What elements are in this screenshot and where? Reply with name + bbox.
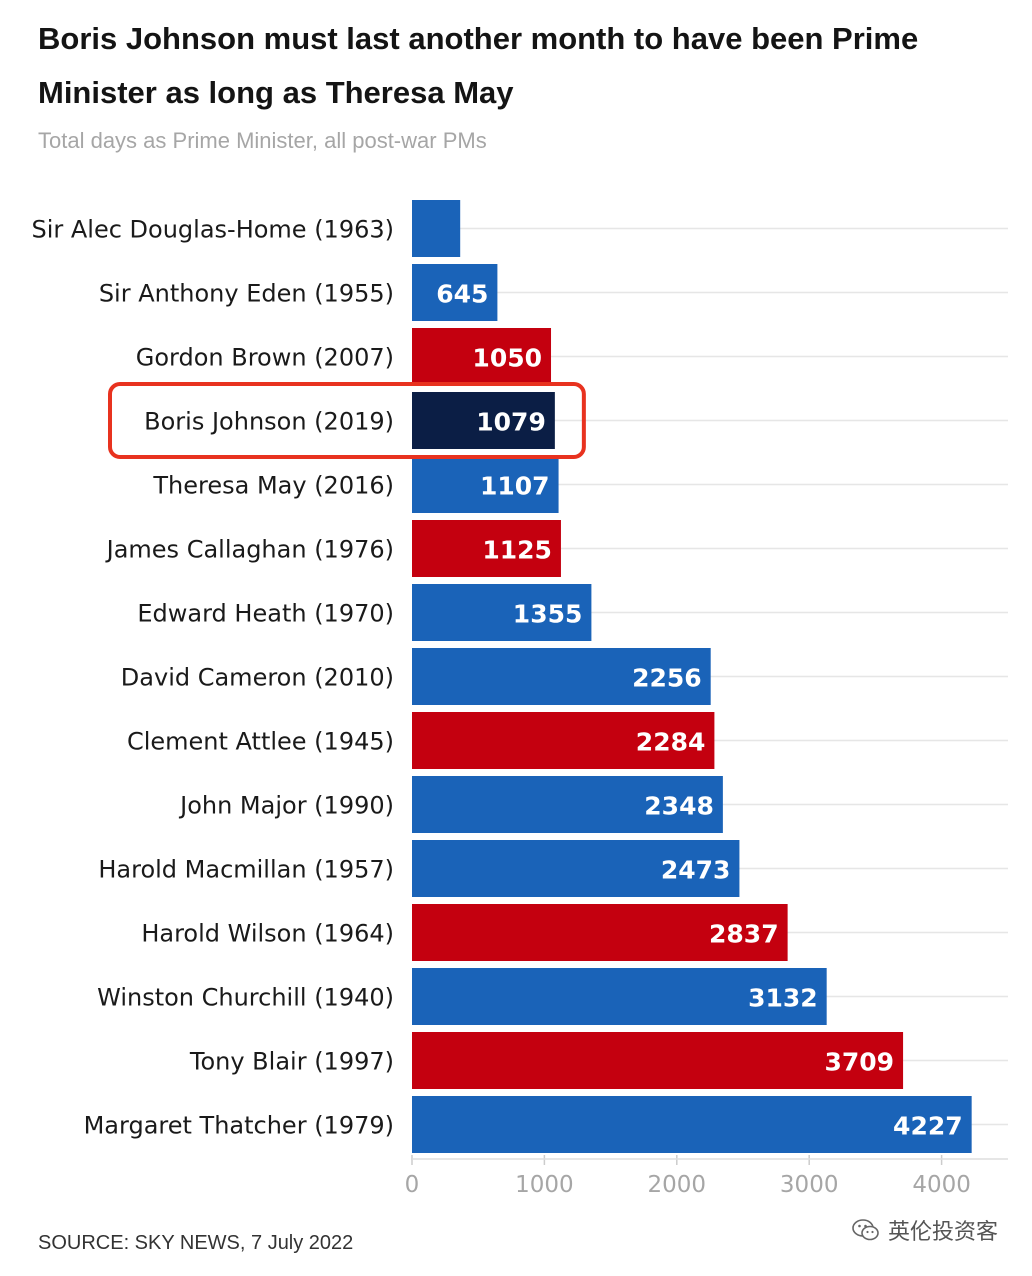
bar xyxy=(412,1032,904,1089)
bar xyxy=(412,776,723,833)
category-label: Boris Johnson (2019) xyxy=(144,408,394,436)
chart-subtitle: Total days as Prime Minister, all post-w… xyxy=(38,128,487,153)
x-tick-label: 0 xyxy=(405,1172,420,1198)
bar xyxy=(412,456,559,513)
data-label: 645 xyxy=(436,280,488,309)
category-label: Sir Alec Douglas-Home (1963) xyxy=(31,216,394,244)
category-label: Gordon Brown (2007) xyxy=(136,344,394,372)
chart-title: Boris Johnson must last another month to… xyxy=(38,21,919,110)
bar xyxy=(412,904,788,961)
data-label: 2473 xyxy=(661,856,731,885)
category-label: Tony Blair (1997) xyxy=(189,1048,394,1076)
x-tick-label: 4000 xyxy=(912,1172,971,1198)
x-tick-label: 1000 xyxy=(515,1172,574,1198)
data-label: 2837 xyxy=(709,920,779,949)
data-label: 3132 xyxy=(748,984,818,1013)
data-label: 1107 xyxy=(480,472,550,501)
category-label: Theresa May (2016) xyxy=(152,472,394,500)
category-label: Harold Wilson (1964) xyxy=(141,920,394,948)
data-label: 4227 xyxy=(893,1112,963,1141)
category-label: Margaret Thatcher (1979) xyxy=(84,1112,394,1140)
data-label: 2284 xyxy=(636,728,706,757)
category-label: John Major (1990) xyxy=(178,792,394,820)
bar xyxy=(412,968,827,1025)
bar xyxy=(412,520,561,577)
bar xyxy=(412,648,711,705)
bar xyxy=(412,840,740,897)
data-label: 1050 xyxy=(472,344,542,373)
data-label: 2348 xyxy=(644,792,714,821)
data-label: 1079 xyxy=(476,408,546,437)
data-label: 1125 xyxy=(482,536,552,565)
bar-chart-svg: 0 1000 2000 3000 4000 Sir Alec Douglas-Home (… xyxy=(31,200,1008,1198)
bar xyxy=(412,584,592,641)
category-label: Edward Heath (1970) xyxy=(137,600,394,628)
wechat-icon xyxy=(852,1219,879,1241)
bar xyxy=(412,712,715,769)
bar xyxy=(412,1096,972,1153)
bar xyxy=(412,328,552,385)
watermark: 英伦投资客 xyxy=(852,1214,998,1246)
data-label: 1355 xyxy=(513,600,583,629)
x-tick-label: 2000 xyxy=(648,1172,707,1198)
bar xyxy=(412,200,461,257)
category-label: Harold Macmillan (1957) xyxy=(98,856,394,884)
category-label: James Callaghan (1976) xyxy=(105,536,394,564)
bar xyxy=(412,392,555,449)
bar xyxy=(412,264,498,321)
category-label: Winston Churchill (1940) xyxy=(97,984,394,1012)
watermark-text: 英伦投资客 xyxy=(887,1220,998,1245)
source-note: SOURCE: SKY NEWS, 7 July 2022 xyxy=(38,1232,354,1254)
data-label: 3709 xyxy=(824,1048,894,1077)
data-label: 2256 xyxy=(632,664,702,693)
category-label: Sir Anthony Eden (1955) xyxy=(99,280,394,308)
x-tick-label: 3000 xyxy=(780,1172,839,1198)
category-label: Clement Attlee (1945) xyxy=(127,728,394,756)
category-label: David Cameron (2010) xyxy=(121,664,394,692)
highlight-box xyxy=(108,382,586,459)
bar-chart: 0 1000 2000 3000 4000 Sir Alec Douglas-Home (… xyxy=(0,180,1032,1210)
